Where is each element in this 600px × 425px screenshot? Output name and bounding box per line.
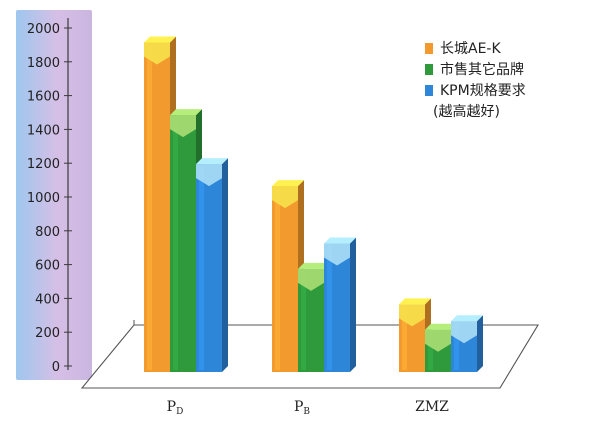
y-tick-label: 1200 xyxy=(27,157,60,172)
bar-highlight xyxy=(454,323,459,370)
bar-top-cap xyxy=(144,42,170,65)
bar-highlight xyxy=(428,331,433,370)
bar-side-face xyxy=(350,237,356,372)
y-tick-label: 1400 xyxy=(27,123,60,138)
x-tick-label: PB xyxy=(294,399,310,417)
bar-top-face xyxy=(399,298,431,305)
x-tick-label: ZMZ xyxy=(415,399,449,415)
y-tick-label: 0 xyxy=(52,360,60,375)
bar-top-cap xyxy=(425,329,451,352)
bar-highlight xyxy=(402,306,407,370)
bar-highlight xyxy=(275,188,280,370)
x-tick-label: PD xyxy=(167,399,184,417)
bar-top-face xyxy=(298,262,330,269)
bar-top-face xyxy=(324,237,356,244)
bar-top-cap xyxy=(298,268,324,291)
bar-p-b-series-1 xyxy=(272,180,304,372)
bar-top-cap xyxy=(399,304,425,327)
bar-top-face xyxy=(272,180,304,187)
y-axis-panel xyxy=(16,10,92,380)
bar-highlight xyxy=(173,117,178,371)
bar-top-cap xyxy=(170,115,196,138)
y-tick-label: 1600 xyxy=(27,90,60,105)
bar-highlight xyxy=(199,166,204,370)
y-tick-label: 200 xyxy=(35,326,60,341)
bar-top-face xyxy=(144,36,176,43)
y-tick-label: 400 xyxy=(35,292,60,307)
legend-swatch xyxy=(425,85,433,96)
bar-p-b-series-3 xyxy=(324,237,356,372)
bar-top-face xyxy=(170,109,202,116)
y-tick-label: 1000 xyxy=(27,191,60,206)
legend-swatch xyxy=(425,64,433,75)
bar-top-cap xyxy=(272,186,298,209)
bar-highlight xyxy=(147,44,152,370)
bar-top-face xyxy=(196,158,228,165)
legend-label: KPM规格要求 xyxy=(440,83,526,99)
y-tick-label: 2000 xyxy=(27,22,60,37)
bar-highlight xyxy=(301,270,306,370)
bar-side-face xyxy=(477,315,483,372)
bar-top-face xyxy=(425,323,457,330)
bar-zmz-series-3 xyxy=(451,315,483,372)
y-tick-label: 800 xyxy=(35,225,60,240)
bar-top-cap xyxy=(324,243,350,266)
legend-note: (越高越好) xyxy=(433,103,500,120)
legend-swatch xyxy=(425,43,433,54)
bar-highlight xyxy=(327,245,332,370)
bar-p-d-series-3 xyxy=(196,158,228,372)
legend-label: 长城AE-K xyxy=(440,41,501,57)
bar-top-cap xyxy=(196,164,222,187)
legend-label: 市售其它品牌 xyxy=(440,61,524,78)
bar-top-face xyxy=(451,315,483,322)
bar-top-cap xyxy=(451,321,477,344)
bar-side-face xyxy=(222,158,228,372)
y-tick-label: 1800 xyxy=(27,56,60,71)
y-tick-label: 600 xyxy=(35,259,60,274)
